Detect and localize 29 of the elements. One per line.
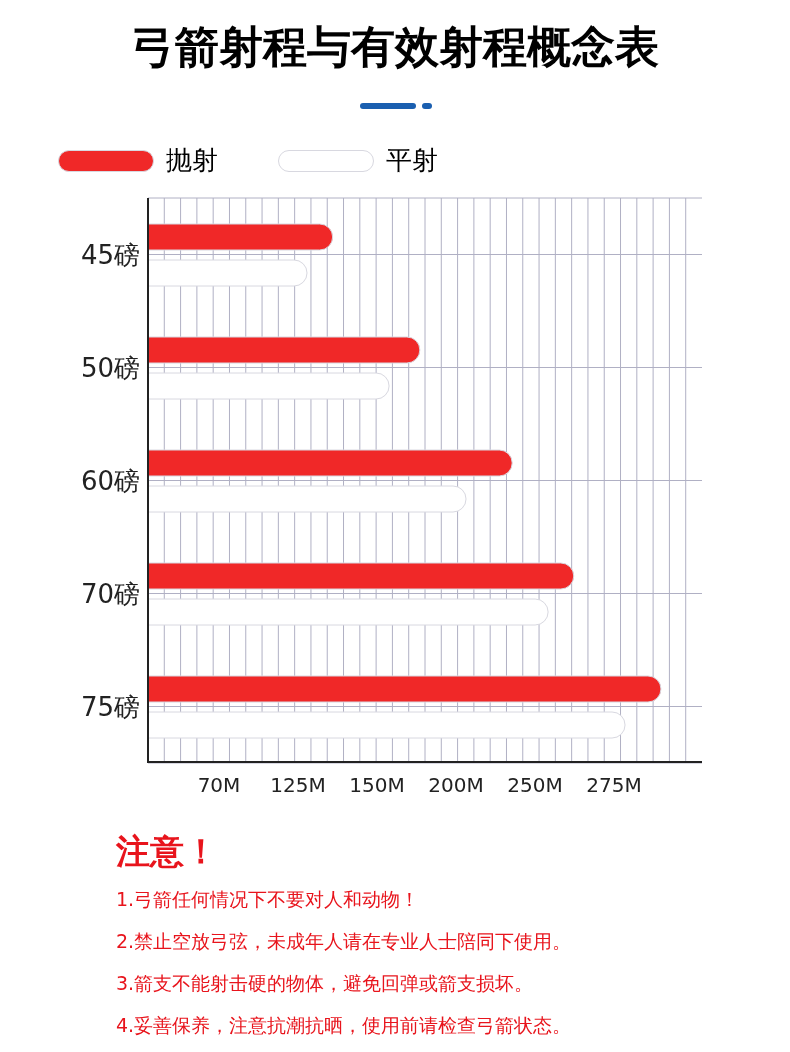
bar <box>148 598 549 626</box>
legend-label: 平射 <box>386 144 438 177</box>
text: 150M <box>349 773 405 797</box>
text: 125M <box>270 773 326 797</box>
bar <box>148 675 662 703</box>
text: 2.禁止空放弓弦，未成年人请在专业人士陪同下使用。 <box>116 929 573 954</box>
text: 3.箭支不能射击硬的物体，避免回弹或箭支损坏。 <box>116 971 535 996</box>
chart-title: 弓箭射程与有效射程概念表 <box>130 20 660 74</box>
text: 275M <box>586 773 642 797</box>
text: 200M <box>428 773 484 797</box>
y-tick-label: 70磅 <box>80 578 140 609</box>
bar <box>148 449 513 477</box>
text: 70M <box>197 773 241 797</box>
bar <box>148 485 467 513</box>
y-tick-label: 60磅 <box>80 465 140 496</box>
y-tick-label: 45磅 <box>80 239 140 270</box>
bar <box>148 562 575 590</box>
bar <box>148 336 421 364</box>
bar <box>148 259 308 287</box>
text: 250M <box>507 773 563 797</box>
legend-label: 抛射 <box>166 144 218 177</box>
bar <box>148 372 390 400</box>
y-tick-label: 50磅 <box>80 352 140 383</box>
text: 4.妥善保养，注意抗潮抗晒，使用前请检查弓箭状态。 <box>116 1013 573 1038</box>
y-tick-label: 75磅 <box>80 691 140 722</box>
bar <box>148 223 334 251</box>
text: 注意！ <box>116 830 219 873</box>
text: 1.弓箭任何情况下不要对人和动物！ <box>116 887 421 912</box>
bar <box>148 711 626 739</box>
